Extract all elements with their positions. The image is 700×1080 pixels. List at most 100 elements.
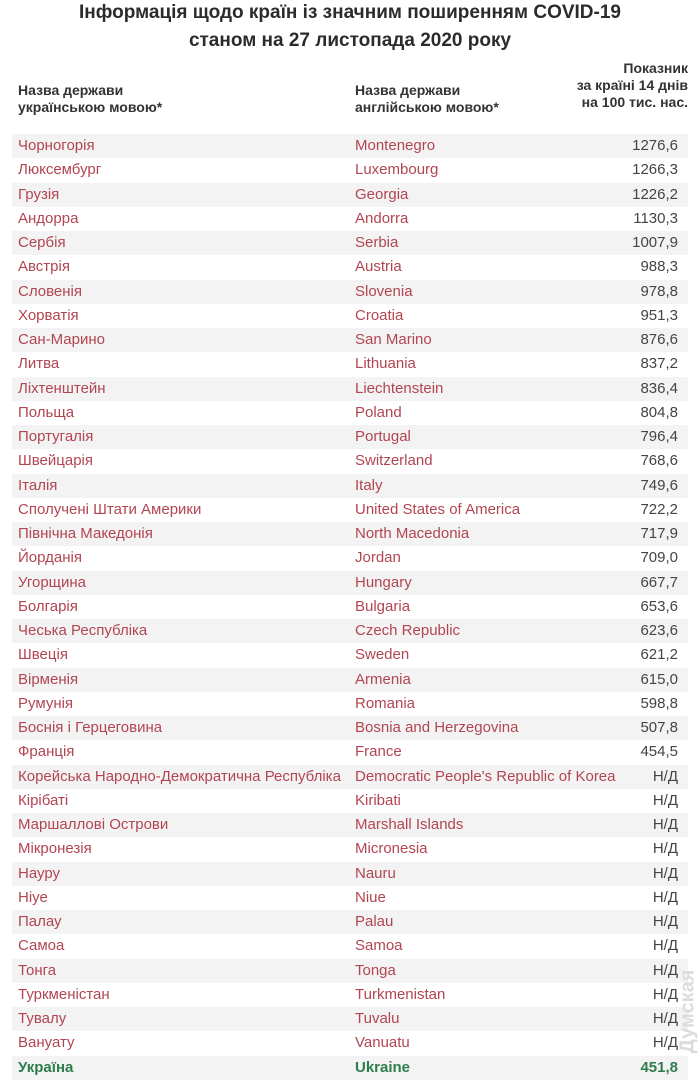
cell: 951,3 <box>640 306 678 324</box>
cell: Н/Д <box>652 864 678 882</box>
cell: Боснія і Герцеговина <box>18 719 163 736</box>
cell: 837,2 <box>640 355 678 373</box>
table-row: Болгарія Bulgaria 653,6 <box>12 595 688 619</box>
header-line: українською мовою* <box>18 99 163 115</box>
cell: Н/Д <box>652 985 678 1003</box>
cell: Чорногорія <box>18 137 95 154</box>
cell: 615,0 <box>640 670 678 688</box>
cell: Kiribati <box>355 791 401 809</box>
cell: Португалія <box>18 428 94 445</box>
cell: Швейцарія <box>18 452 93 470</box>
cell: Н/Д <box>652 791 678 809</box>
cell: 709,0 <box>640 549 678 567</box>
title-line: станом на 27 листопада 2020 року <box>188 30 512 51</box>
cell: Portugal <box>355 428 411 445</box>
cell: Люксембург <box>18 161 102 179</box>
title-line: Інформація щодо країн із значним поширен… <box>79 2 621 23</box>
cell: 598,8 <box>640 694 678 712</box>
table-row: Вірменія Armenia 615,0 <box>12 667 688 692</box>
cell: Україна <box>18 1058 74 1076</box>
table-row: Ніуе Niue Н/Д <box>12 886 688 910</box>
cell: Marshall Islands <box>355 816 464 833</box>
cell: Самоа <box>18 937 65 955</box>
cell: Н/Д <box>652 816 678 833</box>
table-row: Чорногорія Montenegro 1276,6 <box>12 134 688 158</box>
cell: Мікронезія <box>18 840 92 858</box>
header-line: Показник <box>623 60 688 76</box>
cell: Н/Д <box>652 913 678 930</box>
header-line: за країні 14 днів <box>576 77 688 93</box>
table-row: Північна Македонія North Macedonia 717,9 <box>12 522 688 546</box>
cell: Австрія <box>18 258 70 276</box>
cell: Luxembourg <box>355 161 439 179</box>
cell: 621,2 <box>640 646 678 664</box>
cell: Micronesia <box>355 840 428 858</box>
cell: Йорданія <box>18 549 82 567</box>
cell: Н/Д <box>652 767 678 785</box>
table-row: Італія Italy 749,6 <box>12 473 688 498</box>
table-row: Тувалу Tuvalu Н/Д <box>12 1007 688 1031</box>
table-row: Швеція Sweden 621,2 <box>12 643 688 667</box>
table-row: Хорватія Croatia 951,3 <box>12 304 688 328</box>
cell: Вануату <box>18 1034 75 1052</box>
cell: 804,8 <box>640 403 678 421</box>
cell: Georgia <box>355 185 409 203</box>
cell: Кірібаті <box>18 791 69 809</box>
cell: Montenegro <box>355 137 436 154</box>
table-row: Сан-Марино San Marino 876,6 <box>12 328 688 352</box>
table-row: Словенія Slovenia 978,8 <box>12 279 688 304</box>
cell: Франція <box>18 743 75 761</box>
cell: Hungary <box>355 573 412 591</box>
cell: 623,6 <box>640 622 678 639</box>
table-row: Австрія Austria 988,3 <box>12 255 688 279</box>
cell: Poland <box>355 403 402 421</box>
cell: Palau <box>355 913 394 930</box>
cell: Н/Д <box>652 840 678 858</box>
cell: Turkmenistan <box>355 985 446 1003</box>
cell: Niue <box>355 888 386 906</box>
column-header: Показник за країні 14 днів на 100 тис. нас… <box>577 60 688 111</box>
cell: Tonga <box>355 961 396 979</box>
cell: 717,9 <box>640 525 678 542</box>
table-row: Люксембург Luxembourg 1266,3 <box>12 158 688 182</box>
cell: Тувалу <box>18 1010 67 1027</box>
cell: Північна Македонія <box>18 525 153 542</box>
cell: Bulgaria <box>355 597 411 615</box>
table-row: Литва Lithuania 837,2 <box>12 352 688 376</box>
table-row: Корейська Народно-Демократична Республік… <box>12 764 688 789</box>
cell: France <box>355 743 402 761</box>
table-row: Грузія Georgia 1226,2 <box>12 182 688 207</box>
table-row: Франція France 454,5 <box>12 740 688 764</box>
cell: 722,2 <box>640 500 678 518</box>
cell: 978,8 <box>640 282 678 300</box>
cell: 1130,3 <box>633 209 678 227</box>
header-line: англійською мовою* <box>355 99 499 115</box>
cell: 451,8 <box>640 1058 678 1076</box>
table-row: Вануату Vanuatu Н/Д <box>12 1031 688 1055</box>
column-header: Назва держави українською мовою* <box>18 82 162 116</box>
cell: 836,4 <box>640 379 678 397</box>
table-row: Угорщина Hungary 667,7 <box>12 570 688 595</box>
cell: Switzerland <box>355 452 433 470</box>
cell: 667,7 <box>640 573 678 591</box>
cell: Н/Д <box>652 1010 678 1027</box>
cell: Andorra <box>355 209 409 227</box>
table-row: Палау Palau Н/Д <box>12 910 688 934</box>
cell: Tuvalu <box>355 1010 400 1027</box>
cell: Liechtenstein <box>355 379 444 397</box>
cell: Sweden <box>355 646 410 664</box>
cell: Ліхтенштейн <box>18 379 106 397</box>
column-header: Назва держави англійською мовою* <box>355 82 499 116</box>
cell: Швеція <box>18 646 68 664</box>
table-row: Україна Ukraine 451,8 <box>12 1055 688 1080</box>
cell: Сербія <box>18 234 66 251</box>
cell: Austria <box>355 258 402 276</box>
table-row: Румунія Romania 598,8 <box>12 692 688 716</box>
cell: 1226,2 <box>632 185 678 203</box>
cell: Slovenia <box>355 282 413 300</box>
cell: Italy <box>355 476 383 494</box>
cell: Romania <box>355 694 416 712</box>
header-line: Назва держави <box>18 82 124 98</box>
table-row: Туркменістан Turkmenistan Н/Д <box>12 983 688 1007</box>
